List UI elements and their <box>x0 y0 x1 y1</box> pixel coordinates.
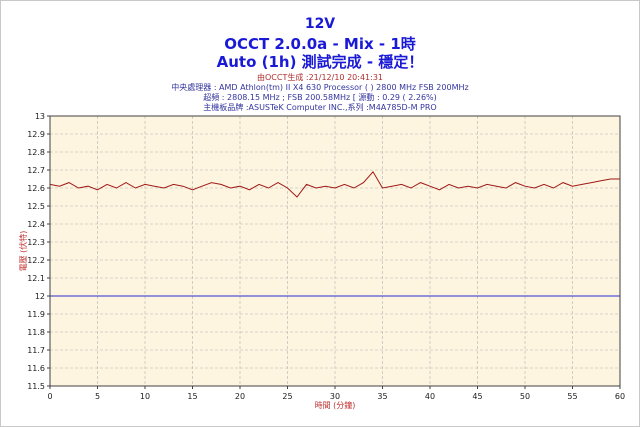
y-tick-label: 12.4 <box>27 220 45 229</box>
x-tick-label: 15 <box>187 392 197 401</box>
cpu-info: 中央處理器 : AMD Athlon(tm) II X4 630 Process… <box>171 83 469 92</box>
overclock-info: 超頻 : 2808.15 MHz ; FSB 200.58MHz [ 源動 : … <box>203 93 437 102</box>
y-axis: 11.5 11.6 11.7 11.8 11.9 12 12.1 12.2 12.3 12.4 12… <box>27 112 50 391</box>
series-group <box>49 170 620 198</box>
x-tick-label: 0 <box>47 392 52 401</box>
voltage-series-line <box>49 170 620 198</box>
x-tick-label: 10 <box>140 392 150 401</box>
y-tick-label: 11.5 <box>27 382 45 391</box>
y-tick-label: 12.8 <box>27 148 45 157</box>
x-tick-label: 20 <box>235 392 245 401</box>
y-tick-label: 12.3 <box>27 238 45 247</box>
y-tick-label: 12.2 <box>27 256 45 265</box>
x-tick-label: 35 <box>377 392 387 401</box>
y-axis-label: 電壓 (伏特) <box>18 231 28 272</box>
x-tick-label: 5 <box>95 392 100 401</box>
y-tick-label: 11.6 <box>27 364 45 373</box>
y-tick-label: 11.9 <box>27 310 45 319</box>
generated-info: 由OCCT生成 :21/12/10 20:41:31 <box>257 73 383 82</box>
x-tick-label: 25 <box>282 392 292 401</box>
motherboard-info: 主機板品牌 :ASUSTeK Computer INC.,系列 :M4A785D… <box>203 103 437 112</box>
chart-title: 12V <box>304 16 336 32</box>
x-tick-label: 30 <box>330 392 340 401</box>
y-tick-label: 12.7 <box>27 166 45 175</box>
y-tick-label: 12.9 <box>27 130 45 139</box>
x-tick-label: 60 <box>615 392 625 401</box>
y-tick-label: 12 <box>35 292 45 301</box>
x-tick-label: 55 <box>567 392 577 401</box>
x-axis: 0 5 10 15 20 25 30 35 40 45 50 55 60 <box>47 386 625 401</box>
x-tick-label: 45 <box>472 392 482 401</box>
y-tick-label: 11.8 <box>27 328 45 337</box>
x-tick-label: 50 <box>520 392 530 401</box>
test-status: Auto (1h) 測試完成 - 穩定！ <box>216 53 424 71</box>
y-tick-label: 11.7 <box>27 346 45 355</box>
x-axis-label: 時間 (分鐘) <box>315 400 356 410</box>
y-tick-label: 12.5 <box>27 202 45 211</box>
y-tick-label: 12.1 <box>27 274 45 283</box>
y-tick-label: 12.6 <box>27 184 45 193</box>
x-tick-label: 40 <box>425 392 435 401</box>
chart-subtitle: OCCT 2.0.0a - Mix - 1時 <box>224 35 416 53</box>
grid <box>50 116 620 386</box>
y-tick-label: 13 <box>35 112 45 121</box>
